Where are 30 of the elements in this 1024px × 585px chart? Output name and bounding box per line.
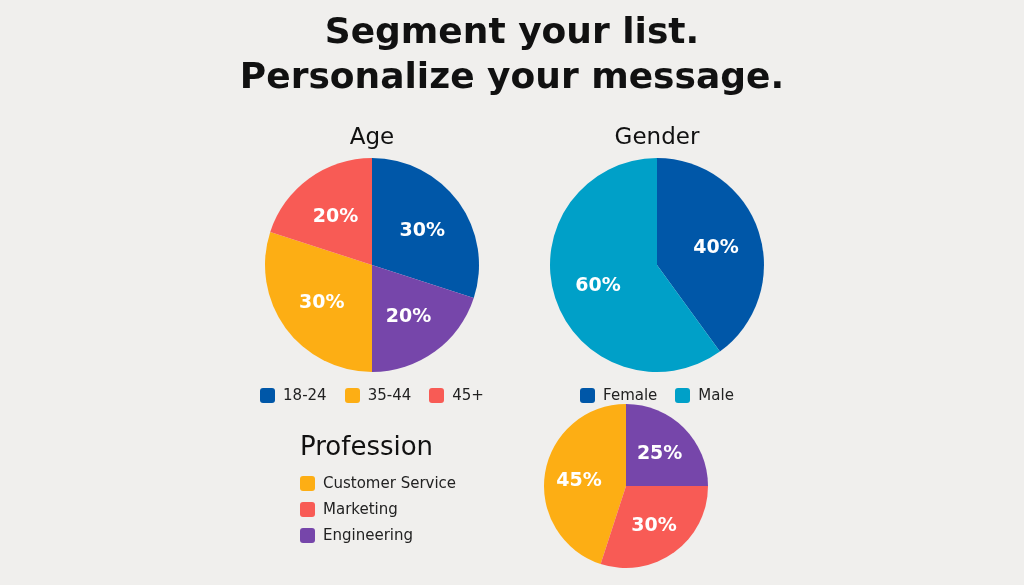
pie-slice <box>544 404 626 564</box>
data-label: 30% <box>399 217 445 240</box>
legend-label: Engineering <box>323 526 413 544</box>
legend-label: Female <box>603 386 658 404</box>
chart-title: Age <box>349 122 395 151</box>
data-label: 60% <box>575 273 621 296</box>
data-label: 45% <box>556 467 602 490</box>
data-label: 40% <box>693 234 739 257</box>
data-label: 30% <box>299 290 345 313</box>
data-label: 20% <box>385 304 432 327</box>
pie-slice <box>265 231 372 372</box>
chart-title: Gender <box>614 122 700 151</box>
pie-slice <box>270 158 372 265</box>
text: Segment your list. <box>323 9 701 53</box>
data-label: 30% <box>631 513 677 536</box>
pie-slice <box>372 158 479 299</box>
legend-label: 35-44 <box>367 386 412 404</box>
pie-slice <box>657 158 764 352</box>
data-label: 20% <box>312 203 359 226</box>
legend-label: Customer Service <box>323 474 457 492</box>
pie-slice <box>626 404 708 486</box>
legend-label: 45+ <box>452 386 484 404</box>
legend-label: Marketing <box>323 500 398 518</box>
pie-slice <box>372 265 474 372</box>
data-label: 25% <box>636 441 683 464</box>
pie-slice <box>600 486 708 568</box>
text: Profession <box>300 430 435 463</box>
text: Personalize your message. <box>238 54 786 98</box>
legend-label: 18-24 <box>283 386 327 404</box>
legend-label: Male <box>698 386 734 404</box>
